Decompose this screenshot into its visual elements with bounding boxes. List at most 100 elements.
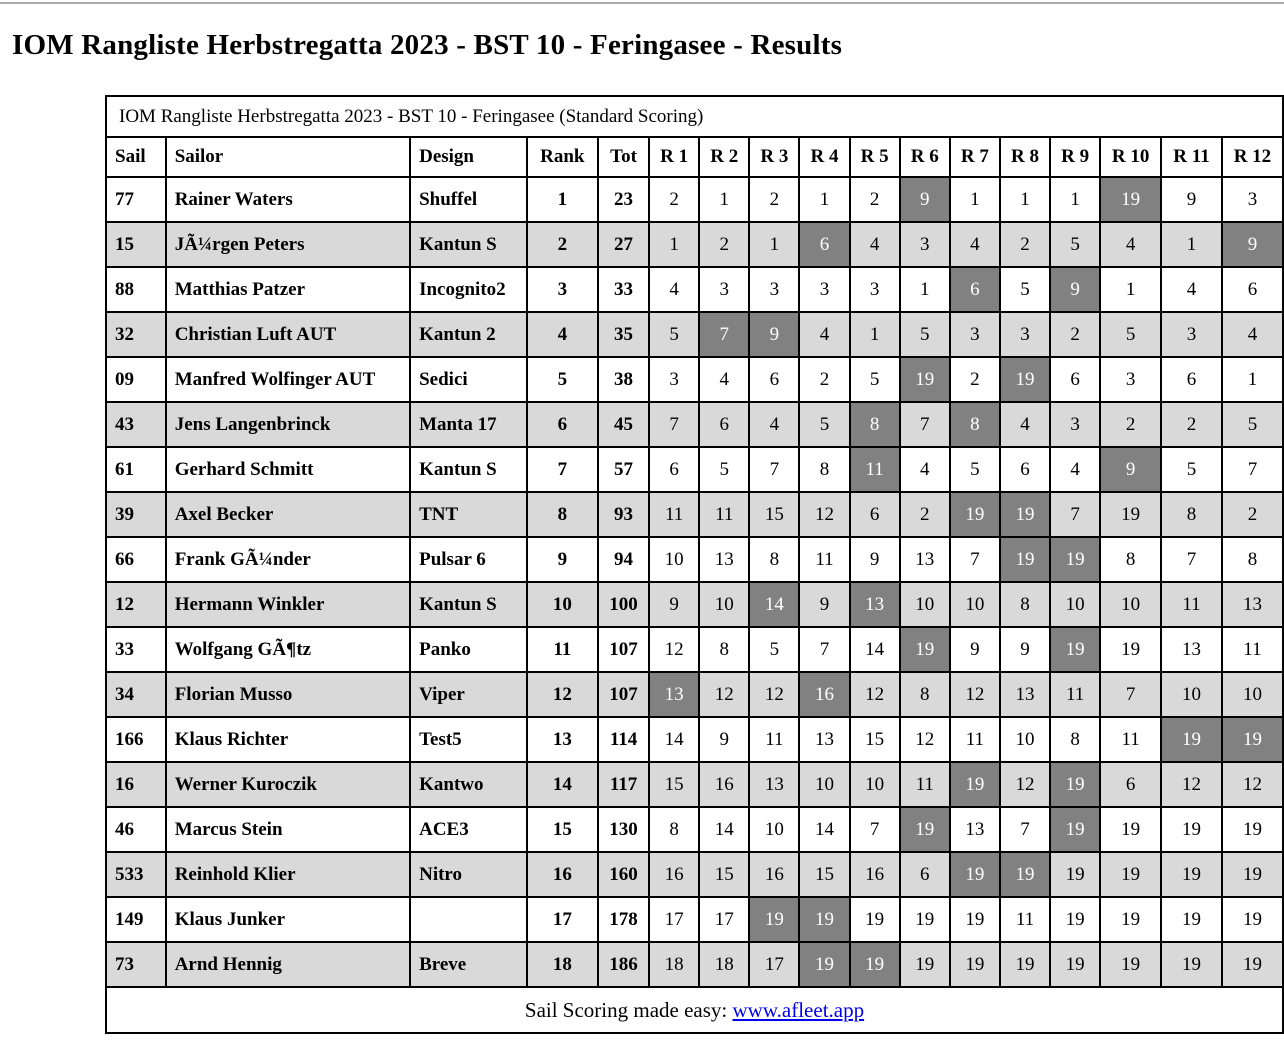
cell-race-11: 8 bbox=[1160, 491, 1223, 538]
cell-race-1: 3 bbox=[648, 356, 701, 403]
cell-race-1: 4 bbox=[648, 266, 701, 313]
cell-race-9: 7 bbox=[1049, 491, 1102, 538]
cell-race-5: 6 bbox=[848, 491, 901, 538]
cell-sailor: Frank GÃ¼nder bbox=[164, 536, 412, 583]
cell-race-11: 19 bbox=[1160, 716, 1223, 763]
table-row: 149 Klaus Junker 17 178 17 17 19 19 19 19 19 11 19 19… bbox=[105, 896, 1284, 943]
cell-tot: 93 bbox=[597, 491, 651, 538]
cell-race-11: 9 bbox=[1160, 176, 1223, 223]
column-header-sail: Sail bbox=[105, 136, 167, 178]
footer-text: Sail Scoring made easy: bbox=[524, 997, 733, 1022]
cell-race-3: 2 bbox=[748, 176, 801, 223]
cell-race-12: 19 bbox=[1220, 896, 1284, 943]
cell-rank: 9 bbox=[525, 536, 600, 583]
cell-race-6: 9 bbox=[898, 176, 951, 223]
cell-race-6: 11 bbox=[898, 761, 951, 808]
cell-sailor: Jens Langenbrinck bbox=[164, 401, 412, 448]
cell-tot: 33 bbox=[597, 266, 651, 313]
cell-race-12: 1 bbox=[1220, 356, 1284, 403]
cell-sailor: Christian Luft AUT bbox=[164, 311, 412, 358]
cell-design: Test5 bbox=[409, 716, 528, 763]
cell-race-7: 11 bbox=[948, 716, 1001, 763]
cell-race-3: 7 bbox=[748, 446, 801, 493]
cell-race-5: 16 bbox=[848, 851, 901, 898]
cell-race-7: 4 bbox=[948, 221, 1001, 268]
cell-race-5: 11 bbox=[848, 446, 901, 493]
cell-race-8: 19 bbox=[998, 851, 1052, 898]
cell-race-8: 9 bbox=[998, 626, 1052, 673]
cell-race-5: 1 bbox=[848, 311, 901, 358]
cell-race-4: 15 bbox=[798, 851, 851, 898]
page-title: IOM Rangliste Herbstregatta 2023 - BST 1… bbox=[12, 29, 843, 61]
cell-tot: 27 bbox=[597, 221, 651, 268]
cell-race-6: 6 bbox=[898, 851, 951, 898]
cell-race-8: 6 bbox=[998, 446, 1052, 493]
cell-race-7: 19 bbox=[948, 896, 1001, 943]
column-header-r-8: R 8 bbox=[998, 136, 1052, 178]
cell-sail: 533 bbox=[105, 851, 167, 898]
cell-race-7: 5 bbox=[948, 446, 1001, 493]
table-row: 39 Axel Becker TNT 8 93 11 11 15 12 6 2 19 19 7 19 8 2 bbox=[105, 491, 1284, 538]
cell-race-2: 6 bbox=[698, 401, 751, 448]
cell-race-7: 7 bbox=[948, 536, 1001, 583]
cell-race-10: 2 bbox=[1099, 401, 1163, 448]
cell-design: Viper bbox=[409, 671, 528, 718]
cell-race-2: 9 bbox=[698, 716, 751, 763]
cell-race-4: 2 bbox=[798, 356, 851, 403]
cell-race-2: 14 bbox=[698, 806, 751, 853]
cell-sail: 39 bbox=[105, 491, 167, 538]
cell-design: Incognito2 bbox=[409, 266, 528, 313]
cell-tot: 186 bbox=[597, 941, 651, 988]
cell-race-10: 10 bbox=[1099, 581, 1163, 628]
cell-race-2: 2 bbox=[698, 221, 751, 268]
cell-race-10: 19 bbox=[1099, 851, 1163, 898]
cell-design: Kantun S bbox=[409, 221, 528, 268]
cell-race-3: 12 bbox=[748, 671, 801, 718]
cell-race-2: 13 bbox=[698, 536, 751, 583]
cell-race-6: 19 bbox=[898, 356, 951, 403]
cell-sail: 09 bbox=[105, 356, 167, 403]
cell-race-8: 12 bbox=[998, 761, 1052, 808]
cell-race-5: 14 bbox=[848, 626, 901, 673]
cell-race-4: 9 bbox=[798, 581, 851, 628]
cell-race-7: 1 bbox=[948, 176, 1001, 223]
afleet-link[interactable]: www.afleet.app bbox=[732, 997, 865, 1022]
cell-race-8: 8 bbox=[998, 581, 1052, 628]
cell-race-2: 17 bbox=[698, 896, 751, 943]
cell-sailor: Marcus Stein bbox=[164, 806, 412, 853]
cell-rank: 10 bbox=[525, 581, 600, 628]
cell-race-7: 13 bbox=[948, 806, 1001, 853]
cell-race-1: 11 bbox=[648, 491, 701, 538]
cell-race-11: 1 bbox=[1160, 221, 1223, 268]
cell-rank: 16 bbox=[525, 851, 600, 898]
cell-race-11: 19 bbox=[1160, 806, 1223, 853]
cell-race-5: 19 bbox=[848, 941, 901, 988]
cell-race-1: 12 bbox=[648, 626, 701, 673]
cell-race-11: 12 bbox=[1160, 761, 1223, 808]
cell-race-8: 2 bbox=[998, 221, 1052, 268]
cell-race-10: 8 bbox=[1099, 536, 1163, 583]
cell-race-6: 19 bbox=[898, 896, 951, 943]
cell-race-8: 19 bbox=[998, 536, 1052, 583]
cell-race-10: 4 bbox=[1099, 221, 1163, 268]
cell-race-12: 9 bbox=[1220, 221, 1284, 268]
cell-rank: 6 bbox=[525, 401, 600, 448]
cell-race-6: 4 bbox=[898, 446, 951, 493]
cell-race-7: 6 bbox=[948, 266, 1001, 313]
column-header-r-10: R 10 bbox=[1099, 136, 1163, 178]
cell-race-1: 13 bbox=[648, 671, 701, 718]
cell-race-3: 4 bbox=[748, 401, 801, 448]
cell-race-9: 19 bbox=[1049, 851, 1102, 898]
cell-race-5: 5 bbox=[848, 356, 901, 403]
cell-rank: 13 bbox=[525, 716, 600, 763]
cell-sail: 34 bbox=[105, 671, 167, 718]
cell-sail: 61 bbox=[105, 446, 167, 493]
cell-sailor: Axel Becker bbox=[164, 491, 412, 538]
cell-race-2: 1 bbox=[698, 176, 751, 223]
cell-race-4: 14 bbox=[798, 806, 851, 853]
cell-race-11: 11 bbox=[1160, 581, 1223, 628]
cell-race-10: 1 bbox=[1099, 266, 1163, 313]
cell-sailor: Matthias Patzer bbox=[164, 266, 412, 313]
table-row: 15 JÃ¼rgen Peters Kantun S 2 27 1 2 1 6 4 3 4 2 5 4 1 9 bbox=[105, 221, 1284, 268]
